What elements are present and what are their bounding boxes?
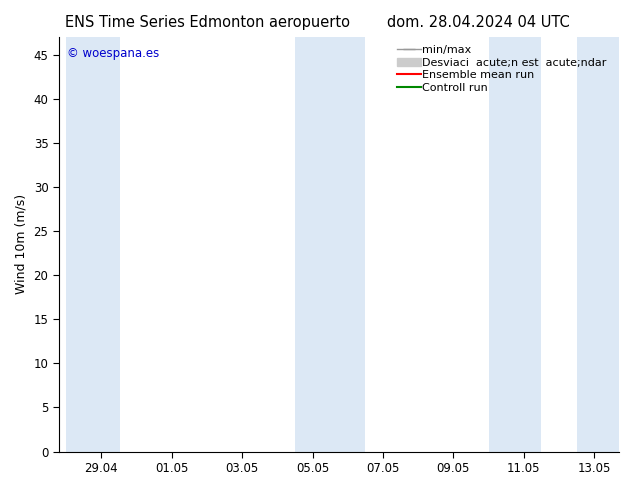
- Text: © woespana.es: © woespana.es: [67, 48, 160, 60]
- Bar: [295, 37, 365, 452]
- Text: ENS Time Series Edmonton aeropuerto        dom. 28.04.2024 04 UTC: ENS Time Series Edmonton aeropuerto dom.…: [65, 15, 569, 30]
- Bar: [577, 37, 619, 452]
- Bar: [66, 37, 120, 452]
- Y-axis label: Wind 10m (m/s): Wind 10m (m/s): [15, 194, 28, 294]
- Bar: [489, 37, 541, 452]
- Legend: min/max, Desviaci  acute;n est  acute;ndar, Ensemble mean run, Controll run: min/max, Desviaci acute;n est acute;ndar…: [394, 43, 614, 96]
